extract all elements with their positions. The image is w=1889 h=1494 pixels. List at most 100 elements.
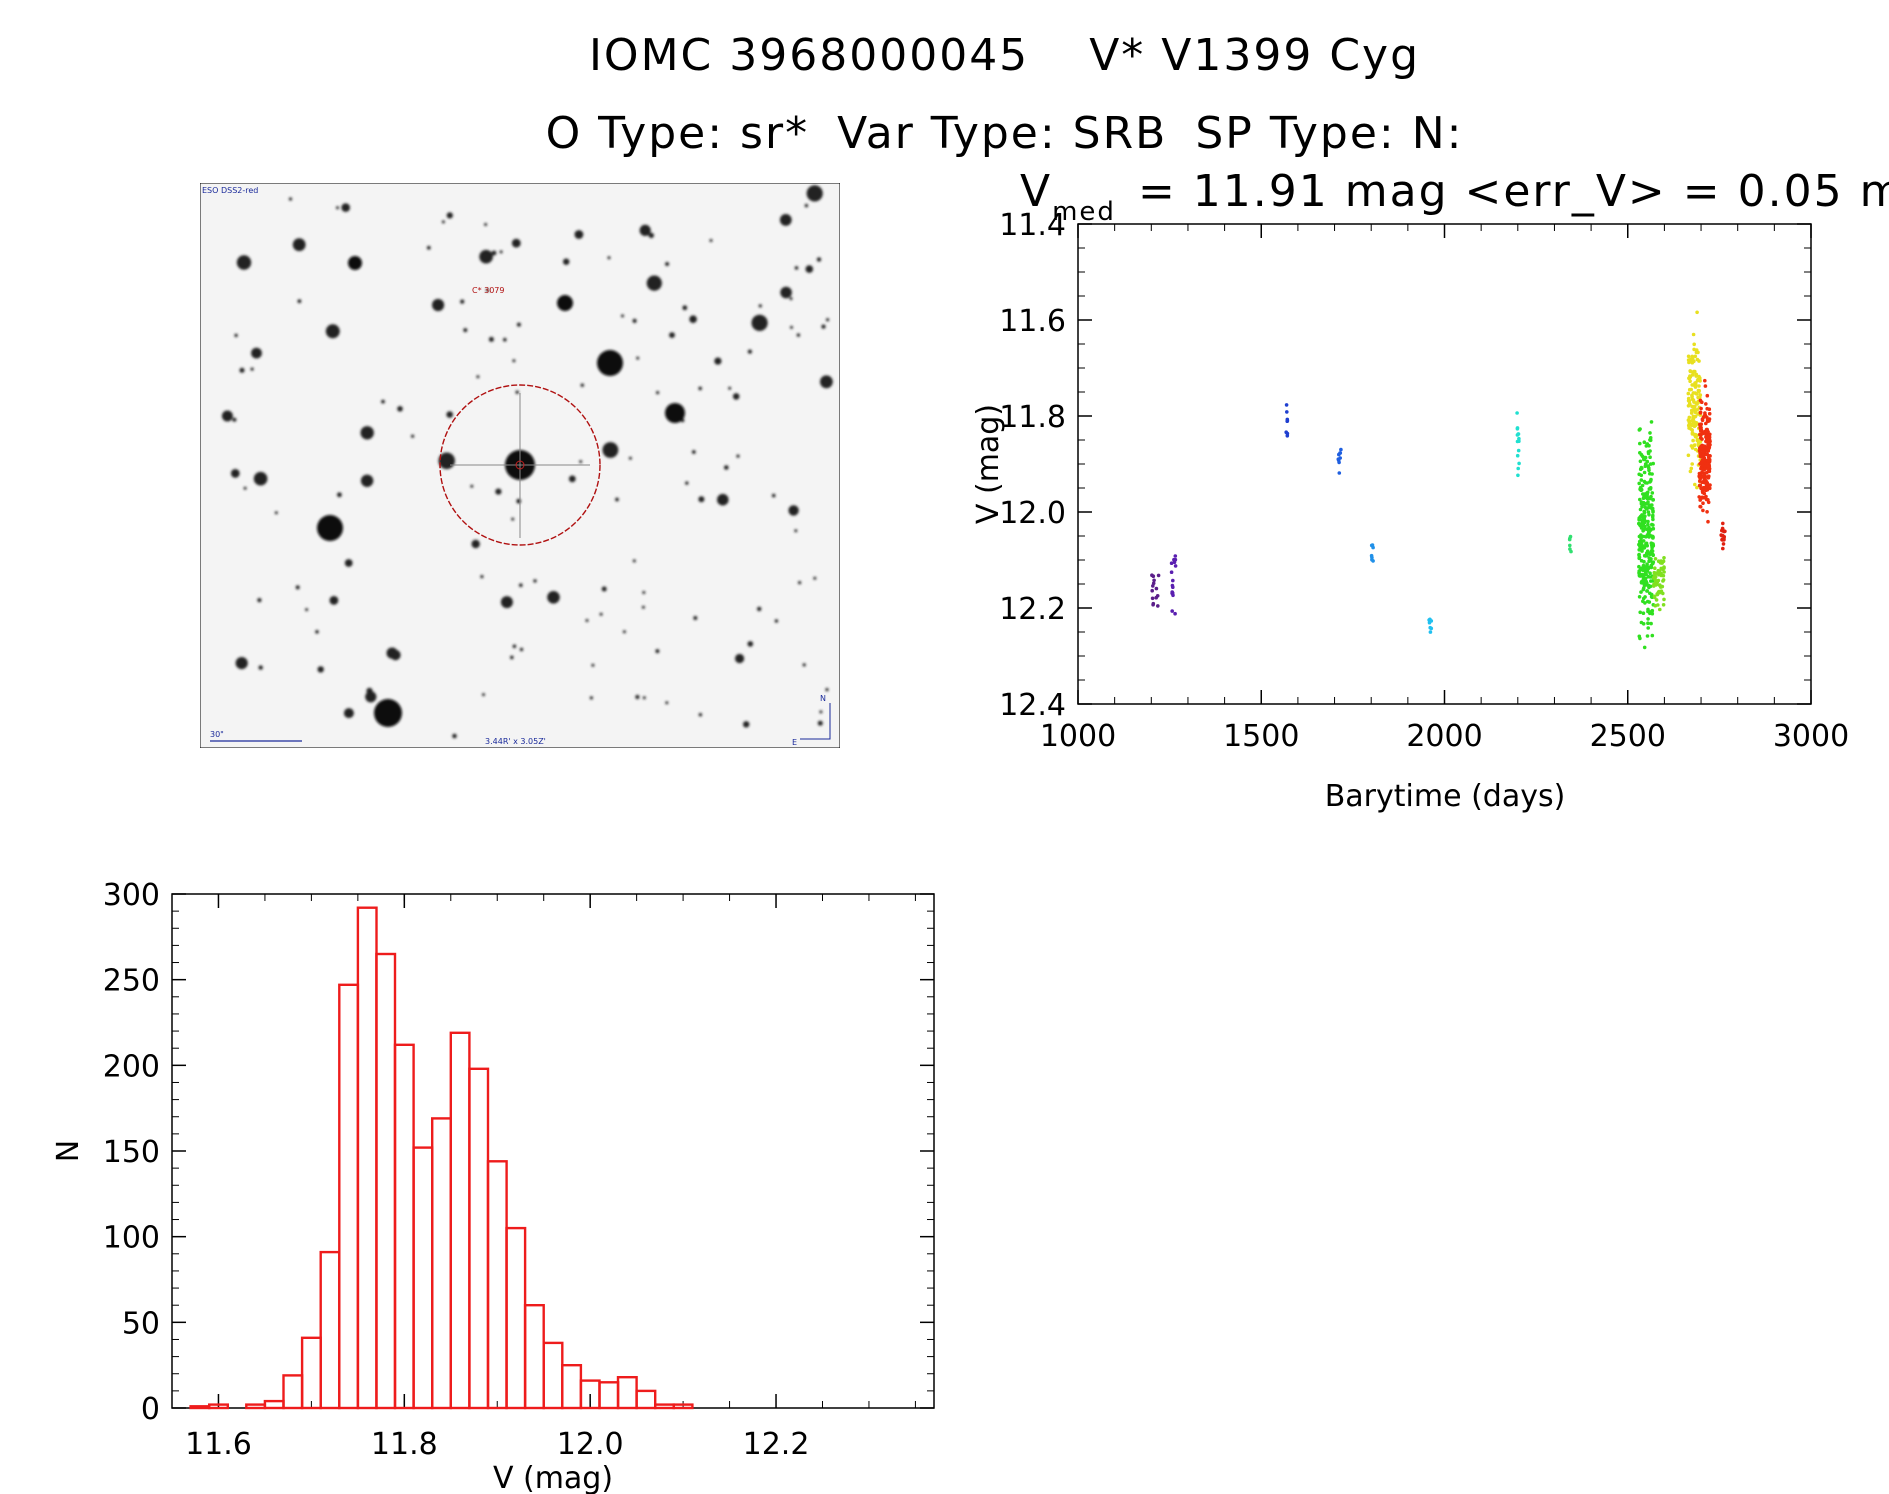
data-point <box>1652 570 1657 575</box>
star <box>236 255 252 270</box>
star <box>580 383 584 387</box>
data-point <box>1698 376 1702 380</box>
fov-label: 3.44R' x 3.05Z' <box>485 737 546 746</box>
data-point <box>1702 414 1707 418</box>
histogram-bar <box>486 1160 508 1410</box>
data-point <box>1651 497 1655 502</box>
data-point <box>1643 519 1647 523</box>
star <box>329 596 339 605</box>
star <box>665 262 670 266</box>
star <box>602 442 619 458</box>
data-point <box>1649 420 1654 424</box>
data-point <box>1650 522 1654 527</box>
y-tick-label: 250 <box>103 964 160 999</box>
data-point <box>1706 498 1710 502</box>
data-point <box>1648 431 1652 435</box>
data-point <box>1651 543 1656 548</box>
data-point <box>1637 595 1642 599</box>
star <box>825 688 829 692</box>
star <box>250 367 254 371</box>
star <box>568 475 576 483</box>
data-point <box>1702 453 1706 457</box>
star <box>698 386 702 391</box>
data-point <box>1369 543 1374 548</box>
star <box>432 298 445 312</box>
data-point <box>1516 466 1520 471</box>
x-axis-label: Barytime (days) <box>1325 779 1566 814</box>
star <box>288 197 293 201</box>
data-point <box>1639 502 1644 506</box>
data-point <box>1693 404 1697 409</box>
data-point <box>1690 397 1695 402</box>
star <box>348 256 362 270</box>
data-point <box>1650 491 1655 495</box>
data-point <box>1643 576 1648 581</box>
star <box>258 665 263 670</box>
data-point <box>1649 610 1654 614</box>
star <box>243 486 247 490</box>
lightcurve-chart: Vmed = 11.91 mag <err_V> = 0.05 mag 1000 1… <box>971 170 1889 814</box>
star <box>788 505 799 516</box>
star <box>292 238 306 252</box>
data-point <box>1690 431 1695 435</box>
data-point <box>1638 451 1642 455</box>
data-point <box>1694 447 1698 452</box>
data-point <box>1648 455 1652 460</box>
data-point <box>1699 486 1703 491</box>
data-point <box>1659 559 1663 563</box>
data-point <box>1154 595 1158 600</box>
data-point <box>1689 466 1694 471</box>
data-point <box>1691 391 1696 395</box>
star <box>691 450 696 454</box>
histogram-bar <box>431 1117 453 1410</box>
data-point <box>1642 546 1646 550</box>
data-point <box>1698 462 1702 466</box>
data-point <box>1639 473 1644 478</box>
star <box>344 559 353 567</box>
data-point <box>1154 586 1159 591</box>
star <box>714 357 722 365</box>
data-point <box>1638 507 1643 512</box>
data-point <box>1686 453 1691 458</box>
y-tick-label: 11.4 <box>999 208 1066 243</box>
data-point <box>1639 478 1644 482</box>
data-point <box>1700 400 1704 404</box>
data-point <box>1656 590 1661 594</box>
star <box>599 612 603 616</box>
y-tick-label: 11.8 <box>999 400 1066 435</box>
data-point <box>1645 459 1649 464</box>
x-tick-label: 3000 <box>1773 719 1849 754</box>
star <box>251 347 262 359</box>
data-point <box>1646 565 1650 569</box>
star <box>500 596 513 609</box>
data-point <box>1642 440 1647 445</box>
data-point <box>1639 533 1643 537</box>
star <box>656 391 660 395</box>
data-point <box>1721 546 1725 551</box>
star <box>813 576 817 580</box>
data-point <box>1644 444 1649 448</box>
histogram-bar <box>672 1403 694 1410</box>
star <box>665 403 685 423</box>
star <box>411 434 415 438</box>
data-point <box>1690 423 1694 427</box>
data-point <box>1642 509 1646 514</box>
y-tick-label: 12.0 <box>999 496 1066 531</box>
star <box>639 224 651 236</box>
data-point <box>1650 549 1655 553</box>
data-point <box>1653 566 1657 570</box>
star <box>365 691 377 703</box>
star <box>230 469 240 478</box>
data-point <box>1647 535 1651 539</box>
star <box>519 647 524 652</box>
data-point <box>1703 378 1707 383</box>
star <box>232 417 237 422</box>
data-point <box>1639 541 1643 545</box>
data-point <box>1649 579 1653 583</box>
star <box>511 238 521 248</box>
star <box>641 605 645 609</box>
x-axis-label: V (mag) <box>493 1461 613 1494</box>
histogram-bar <box>598 1381 620 1410</box>
data-point <box>1645 527 1649 532</box>
star <box>669 332 675 338</box>
